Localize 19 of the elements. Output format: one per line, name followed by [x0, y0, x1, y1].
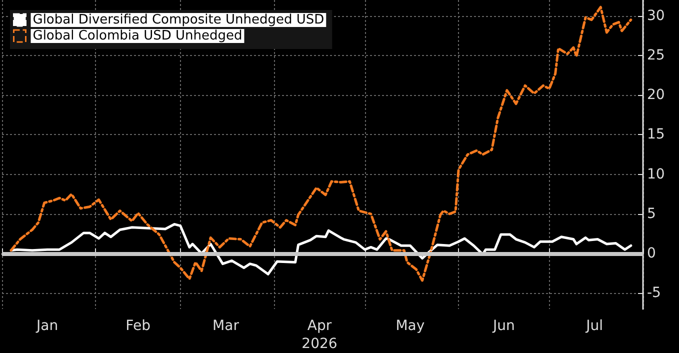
y-tick-label: 30: [647, 8, 665, 24]
legend-label: Global Colombia USD Unhedged: [32, 28, 242, 44]
y-tick-label: -5: [647, 285, 661, 302]
legend-label: Global Diversified Composite Unhedged USD: [32, 12, 324, 28]
x-tick-label: Apr 2026: [302, 318, 338, 352]
y-tick-label: 20: [647, 87, 665, 104]
y-tick-label: 25: [647, 47, 665, 64]
x-tick-label: Jul: [585, 318, 604, 334]
x-tick-label: Mar: [212, 318, 240, 334]
y-tick-label: 0: [647, 246, 656, 262]
line-series: [10, 6, 632, 282]
x-tick-label: Jan: [36, 318, 58, 334]
y-tick-label: 5: [647, 206, 656, 222]
x-tick-label: Feb: [126, 318, 151, 334]
y-tick-label: 15: [647, 126, 665, 143]
x-tick-label: May: [396, 318, 425, 334]
y-tick-label: 10: [647, 166, 665, 182]
line-series: [10, 222, 632, 276]
x-tick-label: Jun: [492, 318, 515, 334]
